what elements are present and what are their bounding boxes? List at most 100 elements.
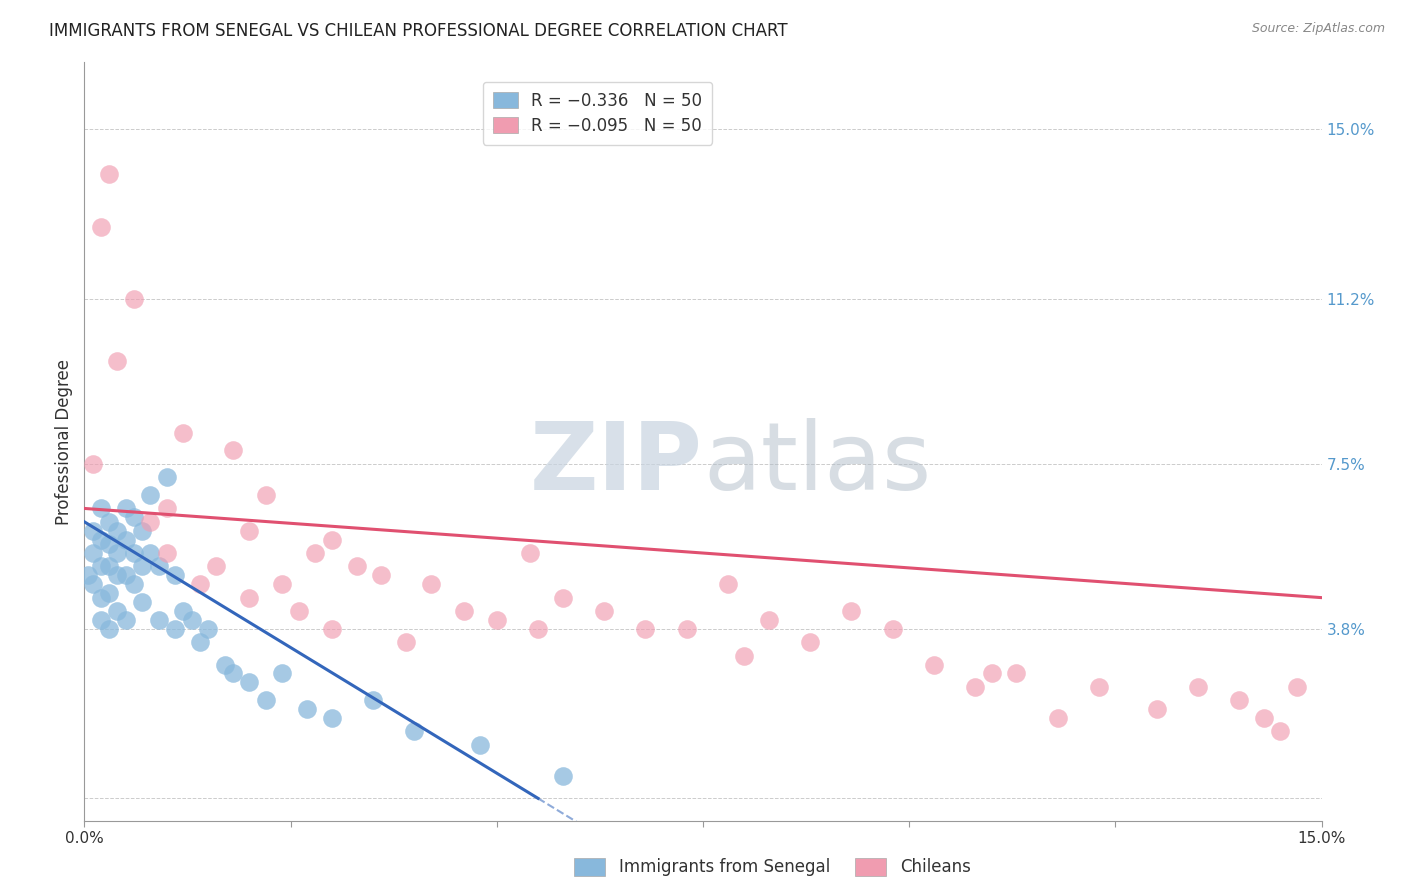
Point: [346, 559, 368, 574]
Point: [799, 635, 821, 649]
Text: atlas: atlas: [703, 418, 931, 510]
Point: [395, 635, 418, 649]
Point: [105, 524, 128, 538]
Point: [321, 711, 343, 725]
Point: [295, 702, 318, 716]
Point: [90, 591, 112, 605]
Point: [98, 586, 121, 600]
Point: [634, 622, 657, 636]
Point: [156, 501, 179, 516]
Point: [271, 666, 294, 681]
Point: [370, 568, 392, 582]
Text: ZIP: ZIP: [530, 418, 703, 510]
Point: [139, 515, 162, 529]
Point: [122, 292, 145, 306]
Point: [965, 680, 987, 694]
Point: [419, 577, 441, 591]
Point: [131, 524, 153, 538]
Point: [214, 657, 236, 672]
Point: [882, 622, 904, 636]
Point: [98, 559, 121, 574]
Point: [82, 546, 104, 560]
Point: [139, 546, 162, 560]
Point: [675, 622, 697, 636]
Point: [222, 666, 245, 681]
Point: [148, 613, 170, 627]
Point: [222, 443, 245, 458]
Point: [90, 501, 112, 516]
Point: [453, 604, 475, 618]
Point: [238, 675, 260, 690]
Point: [114, 613, 136, 627]
Point: [172, 425, 194, 440]
Point: [90, 559, 112, 574]
Point: [148, 559, 170, 574]
Point: [321, 533, 343, 547]
Point: [114, 568, 136, 582]
Point: [122, 577, 145, 591]
Point: [156, 546, 179, 560]
Point: [551, 769, 574, 783]
Text: Immigrants from Senegal: Immigrants from Senegal: [619, 858, 830, 876]
Point: [551, 591, 574, 605]
Point: [90, 220, 112, 235]
Point: [172, 604, 194, 618]
Point: [470, 738, 492, 752]
Point: [82, 457, 104, 471]
Point: [238, 591, 260, 605]
Point: [1187, 680, 1209, 694]
Point: [98, 515, 121, 529]
Point: [98, 167, 121, 181]
Y-axis label: Professional Degree: Professional Degree: [55, 359, 73, 524]
Point: [165, 622, 187, 636]
Point: [1253, 711, 1275, 725]
Point: [165, 568, 187, 582]
Point: [1227, 693, 1250, 707]
Point: [114, 501, 136, 516]
Point: [1270, 724, 1292, 739]
Point: [98, 622, 121, 636]
Point: [238, 524, 260, 538]
Point: [205, 559, 228, 574]
Point: [593, 604, 616, 618]
Point: [131, 595, 153, 609]
Point: [717, 577, 740, 591]
Point: [90, 613, 112, 627]
Point: [105, 604, 128, 618]
Point: [254, 488, 277, 502]
Point: [980, 666, 1002, 681]
Point: [321, 622, 343, 636]
Point: [180, 613, 202, 627]
Point: [82, 577, 104, 591]
Point: [1285, 680, 1308, 694]
Point: [188, 577, 211, 591]
Point: [98, 537, 121, 551]
Point: [254, 693, 277, 707]
Text: Source: ZipAtlas.com: Source: ZipAtlas.com: [1251, 22, 1385, 36]
Point: [485, 613, 508, 627]
Point: [288, 604, 311, 618]
Legend: R = −0.336   N = 50, R = −0.095   N = 50: R = −0.336 N = 50, R = −0.095 N = 50: [484, 82, 713, 145]
Point: [922, 657, 945, 672]
Point: [1088, 680, 1111, 694]
Point: [122, 510, 145, 524]
Point: [90, 533, 112, 547]
Point: [77, 568, 100, 582]
Point: [122, 546, 145, 560]
Point: [519, 546, 541, 560]
Point: [527, 622, 550, 636]
Point: [404, 724, 426, 739]
Point: [82, 524, 104, 538]
Point: [733, 648, 755, 663]
Point: [758, 613, 780, 627]
Text: Chileans: Chileans: [900, 858, 970, 876]
Point: [139, 488, 162, 502]
Point: [271, 577, 294, 591]
Text: IMMIGRANTS FROM SENEGAL VS CHILEAN PROFESSIONAL DEGREE CORRELATION CHART: IMMIGRANTS FROM SENEGAL VS CHILEAN PROFE…: [49, 22, 787, 40]
Point: [304, 546, 326, 560]
Point: [1046, 711, 1069, 725]
Point: [105, 546, 128, 560]
Point: [114, 533, 136, 547]
Point: [841, 604, 863, 618]
Point: [105, 568, 128, 582]
